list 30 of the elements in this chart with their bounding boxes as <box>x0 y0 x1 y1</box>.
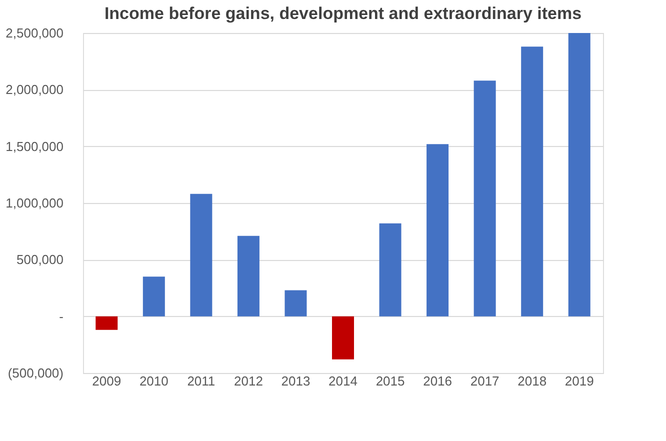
chart-title: Income before gains, development and extraordinary items <box>104 4 582 23</box>
x-tick-label: 2009 <box>92 374 122 388</box>
x-tick-label: 2018 <box>518 374 547 388</box>
y-tick-label: 500,000 <box>16 252 64 268</box>
y-tick-label: 1,000,000 <box>6 196 64 210</box>
x-tick-label: 2011 <box>187 374 216 388</box>
bar <box>96 316 118 330</box>
x-tick-label: 2016 <box>423 374 452 388</box>
bar <box>332 316 354 360</box>
x-tick-label: 2017 <box>470 374 500 388</box>
x-tick-label: 2014 <box>328 374 358 388</box>
bar <box>142 276 165 316</box>
x-tick-label: 2019 <box>564 374 594 388</box>
y-tick-label: 2,500,000 <box>6 26 64 40</box>
bar <box>568 33 590 316</box>
y-tick-label: - <box>59 308 64 324</box>
y-tick-label: 1,500,000 <box>6 138 64 154</box>
bar <box>426 144 449 316</box>
x-tick-label: 2010 <box>139 374 168 388</box>
bar <box>474 80 496 316</box>
x-tick-label: 2013 <box>281 374 310 388</box>
bar <box>237 236 260 316</box>
y-tick-label: 2,000,000 <box>6 82 64 98</box>
x-tick-label: 2012 <box>234 374 263 388</box>
bar <box>284 290 307 316</box>
x-tick-label: 2015 <box>376 374 405 388</box>
y-tick-label: (500,000) <box>8 366 64 380</box>
bar <box>379 223 402 316</box>
bar <box>521 46 544 316</box>
bar <box>190 194 212 316</box>
